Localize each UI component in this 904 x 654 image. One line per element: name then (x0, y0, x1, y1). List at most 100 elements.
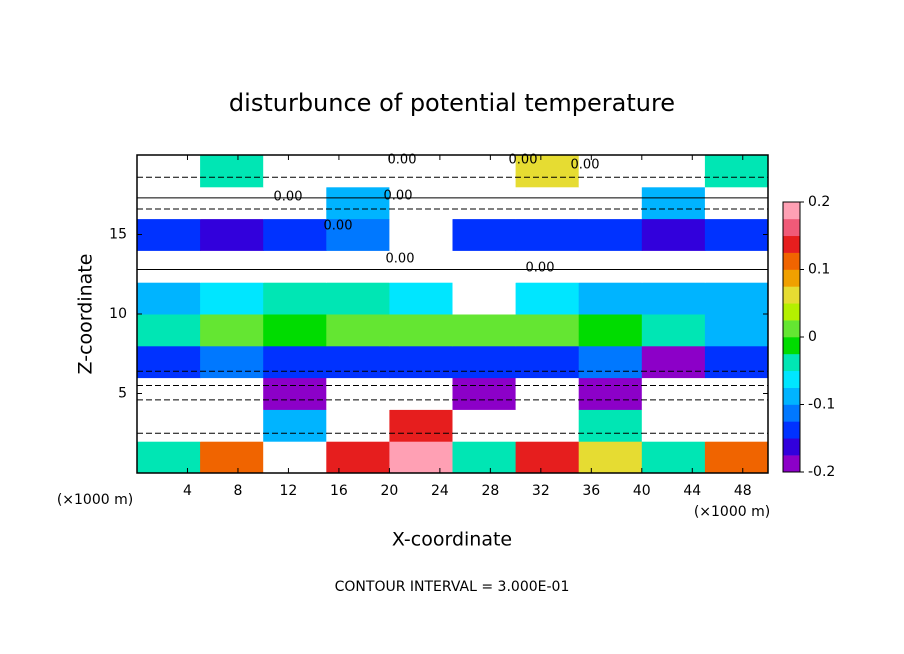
colorbar-swatch (783, 337, 800, 355)
field-cell (704, 314, 769, 347)
contour-label: 0.00 (274, 190, 303, 205)
field-cell (263, 155, 327, 188)
contour-label: 0.00 (324, 219, 353, 234)
field-cell (452, 250, 517, 283)
colorbar-tick-label: 0.1 (808, 262, 830, 278)
field-cell (704, 345, 769, 379)
colorbar-tick-label: -0.2 (808, 464, 835, 480)
contour-label: 0.00 (571, 158, 600, 173)
field-cell (200, 282, 264, 315)
contour-label: 0.00 (388, 153, 417, 168)
colorbar-swatch (783, 252, 800, 270)
x-tick-label: 16 (330, 483, 348, 499)
field-cell (137, 409, 201, 442)
field-cell (641, 282, 706, 315)
field-cell (452, 155, 517, 188)
field-cell (515, 314, 580, 347)
field-cell (578, 155, 643, 188)
colorbar-swatch (783, 387, 800, 405)
field-cell (326, 345, 390, 379)
field-cell (263, 250, 327, 283)
field-cell (641, 218, 706, 251)
contour-label: 0.00 (384, 189, 413, 204)
x-tick-label: 40 (633, 483, 651, 499)
field-cell (326, 409, 390, 442)
colorbar-swatch (783, 455, 800, 473)
colorbar-swatch (783, 286, 800, 304)
x-tick-label: 48 (734, 483, 752, 499)
field-cell (452, 377, 517, 410)
field-cell (200, 441, 264, 474)
colorbar-swatch (783, 202, 800, 220)
x-axis-label: X-coordinate (392, 529, 512, 551)
field-cell (200, 218, 264, 251)
colorbar-tick-label: -0.1 (808, 397, 835, 413)
field-cell (326, 377, 390, 410)
field-cell (200, 186, 264, 220)
field-cell (326, 155, 390, 188)
field-cell (263, 186, 327, 220)
field-cell (578, 282, 643, 315)
field-cell (515, 282, 580, 315)
field-cell (452, 409, 517, 442)
field-cell (389, 377, 453, 410)
x-tick-label: 32 (532, 483, 550, 499)
field-cell (200, 409, 264, 442)
y-tick-label: 5 (118, 386, 127, 402)
y-tick-label: 15 (109, 227, 127, 243)
colorbar-swatch (783, 353, 800, 372)
field-cell (515, 250, 580, 283)
y-axis-label: Z-coordinate (75, 254, 97, 375)
colorbar-swatch (783, 404, 800, 422)
field-cell (137, 377, 201, 410)
field-cell (452, 218, 517, 251)
colorbar-tick-label: 0.2 (808, 194, 830, 210)
field-cell (452, 186, 517, 220)
field-cell (263, 441, 327, 474)
field-cell (704, 282, 769, 315)
field-cell (326, 314, 390, 347)
field-cell (389, 345, 453, 379)
field-cell (137, 155, 201, 188)
field-cell (326, 218, 390, 251)
field-cell (263, 409, 327, 442)
colorbar-swatch (783, 235, 800, 253)
field-cell (200, 314, 264, 347)
field-cell (641, 409, 706, 442)
x-tick-label: 4 (183, 483, 192, 499)
field-cell (137, 250, 201, 283)
field-cell (578, 314, 643, 347)
field-cell (389, 250, 453, 283)
x-tick-label: 28 (481, 483, 499, 499)
x-unit-label: (×1000 m) (57, 492, 133, 508)
field-cell (200, 250, 264, 283)
field-cell (263, 218, 327, 251)
field-cell (641, 377, 706, 410)
field-cell (137, 345, 201, 379)
field-cell (515, 186, 580, 220)
field-cell (515, 218, 580, 251)
field-cell (578, 345, 643, 379)
field-cell (263, 377, 327, 410)
footer-note: CONTOUR INTERVAL = 3.000E-01 (335, 579, 570, 595)
field-cell (452, 441, 517, 474)
field-cell (641, 314, 706, 347)
chart-title: disturbunce of potential temperature (229, 89, 675, 117)
colorbar-swatch (783, 320, 800, 338)
field-cell (578, 186, 643, 220)
field-cell (326, 250, 390, 283)
field-cell (704, 377, 769, 410)
field-cell (326, 441, 390, 474)
field-cell (704, 409, 769, 442)
field-cell (641, 441, 706, 474)
field-cell (389, 314, 453, 347)
field-cell (452, 345, 517, 379)
field-cell (515, 345, 580, 379)
field-cell (515, 155, 580, 188)
field-cell (641, 345, 706, 379)
x-tick-label: 12 (280, 483, 298, 499)
field-cell (200, 155, 264, 188)
colorbar-tick-label: 0 (808, 329, 817, 345)
colorbar-swatch (783, 269, 800, 287)
field-cell (704, 155, 769, 188)
